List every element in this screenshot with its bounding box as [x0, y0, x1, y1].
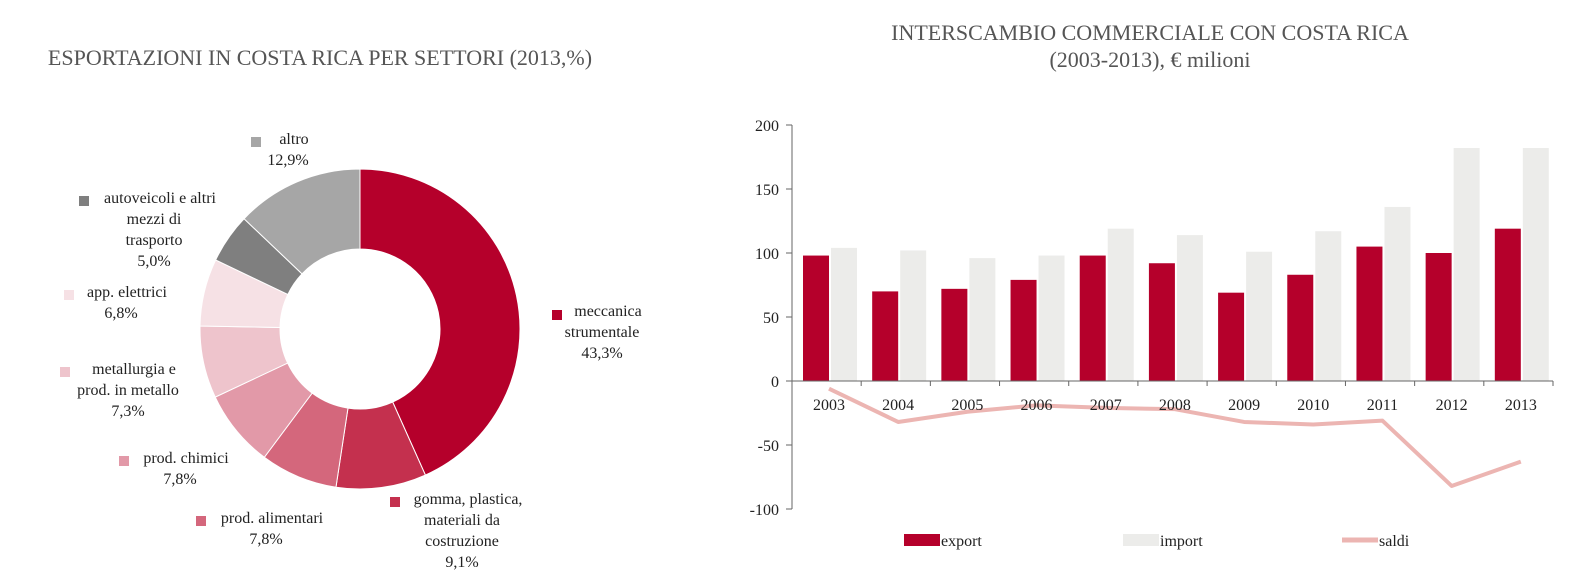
donut-value-label: 6,8% [104, 305, 137, 322]
y-tick-label: 50 [763, 310, 779, 327]
export-legend-label: export [941, 533, 982, 550]
donut-slice-label: autoveicoli e altri [104, 190, 217, 207]
donut-value-label: 7,3% [111, 403, 144, 420]
donut-legend-swatch [552, 310, 562, 320]
donut-legend-swatch [390, 497, 400, 507]
x-tick-label: 2004 [882, 397, 914, 414]
x-tick-label: 2013 [1505, 397, 1537, 414]
donut-slice-label: strumentale [565, 324, 640, 341]
import-bar [1176, 235, 1203, 381]
saldi-line [828, 386, 1522, 488]
donut-legend-swatch [64, 290, 74, 300]
import-bar [1315, 231, 1342, 381]
bar-chart-title-line-1: INTERSCAMBIO COMMERCIALE CON COSTA RICA [891, 20, 1409, 45]
bar-chart-title: INTERSCAMBIO COMMERCIALE CON COSTA RICA … [840, 19, 1460, 73]
import-bar [1522, 148, 1549, 381]
donut-slice-label: gomma, plastica, [414, 491, 523, 508]
import-legend-swatch [1123, 534, 1159, 546]
donut-legend-swatch [196, 516, 206, 526]
donut-slice-label: app. elettrici [87, 284, 168, 301]
import-legend-label: import [1160, 533, 1203, 550]
donut-value-label: 7,8% [249, 531, 282, 548]
x-tick-label: 2011 [1367, 397, 1398, 414]
donut-slice-label: prod. in metallo [77, 382, 179, 399]
donut-chart-title: ESPORTAZIONI IN COSTA RICA PER SETTORI (… [47, 45, 593, 70]
import-bar [831, 247, 857, 381]
x-tick-label: 2009 [1228, 397, 1260, 414]
donut-value-label: 12,9% [267, 152, 308, 169]
y-tick-label: 100 [755, 246, 779, 263]
donut-slice [359, 168, 521, 476]
export-legend-swatch [904, 534, 940, 546]
y-tick-label: -100 [750, 502, 779, 519]
donut-slice-label: metallurgia e [92, 361, 176, 378]
y-tick-label: 0 [771, 374, 779, 391]
donut-slice-label: costruzione [425, 533, 499, 550]
donut-slice-label: materiali da [424, 512, 500, 529]
export-bar [1494, 228, 1521, 381]
donut-value-label: 9,1% [445, 554, 478, 571]
donut-slice [243, 168, 361, 275]
donut-legend-swatch [79, 196, 89, 206]
donut-slice-label: trasporto [126, 232, 183, 249]
export-bar [1425, 253, 1452, 381]
export-bar [941, 288, 968, 381]
saldi-legend-label: saldi [1379, 533, 1410, 550]
import-bar [1384, 206, 1411, 381]
x-tick-label: 2010 [1297, 397, 1329, 414]
donut-slice-label: prod. alimentari [221, 510, 324, 527]
donut-slice-label: altro [279, 131, 308, 148]
import-bar [900, 250, 927, 381]
export-bar [1356, 246, 1383, 381]
donut-legend-swatch [251, 137, 261, 147]
export-bar [803, 255, 829, 381]
x-tick-label: 2003 [813, 397, 845, 414]
bar-chart-title-line-2: (2003-2013), € milioni [1049, 47, 1251, 72]
export-bar [1079, 255, 1106, 381]
import-bar [1246, 251, 1273, 381]
export-bar [1010, 279, 1037, 381]
donut-value-label: 7,8% [163, 471, 196, 488]
import-bar [1038, 255, 1065, 381]
donut-legend-swatch [60, 367, 70, 377]
x-tick-label: 2007 [1090, 397, 1122, 414]
donut-slice-label: mezzi di [127, 211, 182, 228]
donut-value-label: 43,3% [581, 345, 622, 362]
x-tick-label: 2008 [1159, 397, 1191, 414]
donut-value-label: 5,0% [137, 253, 170, 270]
import-bar [1107, 228, 1134, 381]
donut-slice-label: meccanica [574, 303, 642, 320]
y-tick-label: -50 [758, 438, 779, 455]
x-tick-label: 2005 [951, 397, 983, 414]
import-bar [1453, 148, 1480, 381]
export-bar [872, 291, 899, 381]
export-bar [1148, 263, 1175, 381]
donut-slice-label: prod. chimici [143, 450, 229, 467]
x-tick-label: 2006 [1021, 397, 1053, 414]
export-bar [1287, 274, 1314, 381]
y-tick-label: 200 [755, 118, 779, 135]
x-tick-label: 2012 [1436, 397, 1468, 414]
import-bar [969, 258, 996, 381]
donut-legend-swatch [119, 456, 129, 466]
y-tick-label: 150 [755, 182, 779, 199]
export-bar [1218, 292, 1245, 381]
